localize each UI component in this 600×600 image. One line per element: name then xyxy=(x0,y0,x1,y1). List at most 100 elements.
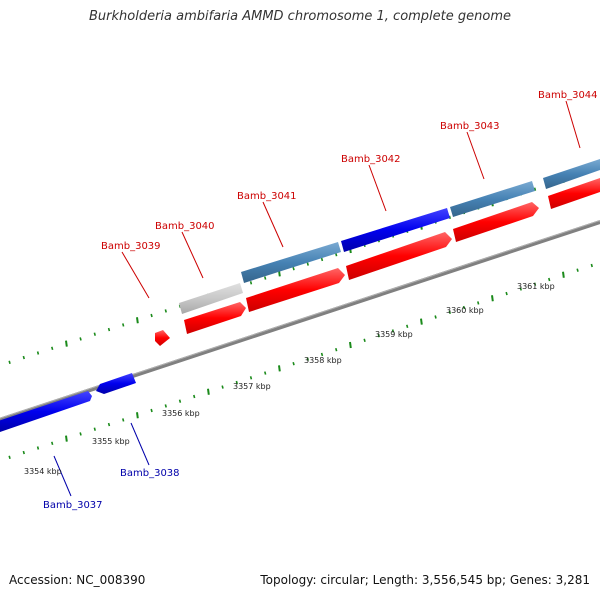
tick-minor xyxy=(235,380,238,385)
tick-minor xyxy=(548,277,551,282)
tick-minor xyxy=(377,333,380,338)
gene-feature-bamb-3042[interactable] xyxy=(346,232,452,280)
tick-minor xyxy=(150,313,153,318)
gene-label-bamb-3042[interactable]: Bamb_3042 xyxy=(341,154,401,165)
tick-minor xyxy=(519,287,522,291)
tick-minor xyxy=(448,215,451,220)
label-leader-lines xyxy=(53,100,581,497)
gene-feature-grey[interactable] xyxy=(179,283,243,314)
tick-minor xyxy=(320,257,324,262)
gene-feature-steelblue-3[interactable] xyxy=(543,159,600,189)
chromosome-backbone xyxy=(0,220,600,422)
gene-feature-blue-upper[interactable] xyxy=(341,208,450,252)
tick-minor xyxy=(249,376,253,380)
gene-feature-bamb-3037[interactable] xyxy=(0,391,92,432)
scale-label-3354: 3354 kbp xyxy=(24,467,62,476)
scale-label-3355: 3355 kbp xyxy=(92,437,130,446)
tick-minor xyxy=(107,327,111,332)
tick-minor xyxy=(8,360,11,365)
tick-minor xyxy=(363,338,366,343)
gene-label-bamb-3039[interactable]: Bamb_3039 xyxy=(101,241,161,252)
accession-text: Accession: NC_008390 xyxy=(9,573,146,587)
tick-minor xyxy=(36,446,40,450)
tick-major xyxy=(420,318,423,325)
gene-label-bamb-3038[interactable]: Bamb_3038 xyxy=(120,468,180,479)
tick-minor xyxy=(51,441,54,446)
tick-major xyxy=(349,341,352,349)
scale-label-3358: 3358 kbp xyxy=(304,356,342,365)
tick-minor xyxy=(533,282,537,286)
tick-major xyxy=(65,340,68,347)
tick-minor xyxy=(122,323,125,327)
tick-minor xyxy=(292,361,295,366)
tick-minor xyxy=(221,385,224,389)
tick-minor xyxy=(264,371,267,375)
gene-feature-bamb-3044[interactable] xyxy=(548,178,600,209)
gene-features xyxy=(0,159,600,432)
tick-major xyxy=(278,365,281,372)
gene-feature-bamb-3040[interactable] xyxy=(184,302,246,334)
tick-major xyxy=(491,295,494,302)
tick-minor xyxy=(8,455,11,460)
tick-minor xyxy=(406,324,409,329)
tick-major xyxy=(65,435,68,442)
gene-label-bamb-3041[interactable]: Bamb_3041 xyxy=(237,191,297,202)
gene-feature-bamb-3043[interactable] xyxy=(453,202,539,242)
gene-label-bamb-3044[interactable]: Bamb_3044 xyxy=(538,90,598,101)
tick-minor xyxy=(79,432,82,436)
tick-minor xyxy=(93,332,96,336)
tick-minor xyxy=(193,394,196,399)
tick-major xyxy=(207,388,210,395)
gene-feature-bamb-3039[interactable] xyxy=(155,330,170,346)
tick-minor xyxy=(107,422,111,427)
tick-minor xyxy=(306,262,309,266)
tick-minor xyxy=(576,268,579,272)
gene-label-bamb-3043[interactable]: Bamb_3043 xyxy=(440,121,500,132)
gene-labels: Bamb_3039 Bamb_3040 Bamb_3041 Bamb_3042 … xyxy=(43,90,598,511)
scale-label-3360: 3360 kbp xyxy=(446,306,484,315)
tick-major xyxy=(562,271,565,278)
tick-minor xyxy=(164,309,167,313)
tick-minor xyxy=(22,450,25,455)
gene-feature-steelblue-2[interactable] xyxy=(450,181,535,217)
tick-minor xyxy=(448,310,451,315)
tick-minor xyxy=(264,276,267,280)
tick-minor xyxy=(122,418,125,422)
tick-minor xyxy=(93,427,96,431)
tick-major xyxy=(136,317,139,324)
tick-major xyxy=(136,412,139,419)
tick-minor xyxy=(335,252,338,257)
tick-minor xyxy=(178,399,182,403)
scale-label-3359: 3359 kbp xyxy=(375,330,413,339)
tick-minor xyxy=(22,355,25,360)
tick-minor xyxy=(590,263,593,268)
tick-minor xyxy=(391,329,395,333)
tick-minor xyxy=(79,337,82,341)
scale-label-3356: 3356 kbp xyxy=(162,409,200,418)
tick-minor xyxy=(36,351,40,355)
map-title: Burkholderia ambifaria AMMD chromosome 1… xyxy=(88,9,512,24)
tick-minor xyxy=(150,408,153,413)
scale-label-3361: 3361 kbp xyxy=(517,282,555,291)
tick-minor xyxy=(462,305,466,310)
tick-minor xyxy=(164,404,167,408)
tick-minor xyxy=(335,347,338,352)
gene-feature-steelblue-1[interactable] xyxy=(241,242,341,283)
tick-minor xyxy=(533,187,537,191)
tick-minor xyxy=(51,346,54,351)
tick-minor xyxy=(505,291,508,296)
tick-minor xyxy=(249,281,253,285)
gene-label-bamb-3040[interactable]: Bamb_3040 xyxy=(155,221,215,232)
gene-label-bamb-3037[interactable]: Bamb_3037 xyxy=(43,500,103,511)
chromosome-backbone-highlight xyxy=(0,220,600,419)
tick-minor xyxy=(477,301,480,305)
gene-feature-bamb-3038[interactable] xyxy=(96,373,136,394)
tick-minor xyxy=(434,315,437,319)
genome-summary-text: Topology: circular; Length: 3,556,545 bp… xyxy=(260,573,590,587)
tick-minor xyxy=(306,357,309,361)
tick-minor xyxy=(320,352,324,357)
scale-labels: 3354 kbp 3355 kbp 3356 kbp 3357 kbp 3358… xyxy=(24,282,555,476)
scale-label-3357: 3357 kbp xyxy=(233,382,271,391)
gene-feature-bamb-3041[interactable] xyxy=(246,268,345,312)
